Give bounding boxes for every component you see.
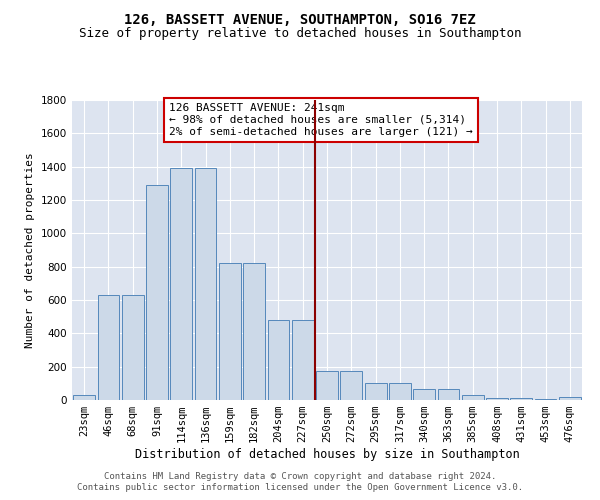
Bar: [413, 389, 435, 400]
X-axis label: Distribution of detached houses by size in Southampton: Distribution of detached houses by size …: [134, 448, 520, 461]
Bar: [292, 320, 314, 400]
Bar: [170, 168, 192, 400]
Bar: [73, 395, 95, 400]
Bar: [511, 398, 532, 400]
Bar: [243, 264, 265, 400]
Bar: [365, 382, 386, 400]
Text: Contains HM Land Registry data © Crown copyright and database right 2024.
Contai: Contains HM Land Registry data © Crown c…: [77, 472, 523, 492]
Bar: [486, 398, 508, 400]
Bar: [389, 382, 411, 400]
Bar: [316, 371, 338, 400]
Text: 126 BASSETT AVENUE: 241sqm
← 98% of detached houses are smaller (5,314)
2% of se: 126 BASSETT AVENUE: 241sqm ← 98% of deta…: [169, 104, 473, 136]
Text: 126, BASSETT AVENUE, SOUTHAMPTON, SO16 7EZ: 126, BASSETT AVENUE, SOUTHAMPTON, SO16 7…: [124, 12, 476, 26]
Bar: [437, 389, 460, 400]
Bar: [535, 399, 556, 400]
Bar: [146, 185, 168, 400]
Text: Size of property relative to detached houses in Southampton: Size of property relative to detached ho…: [79, 28, 521, 40]
Y-axis label: Number of detached properties: Number of detached properties: [25, 152, 35, 348]
Bar: [268, 320, 289, 400]
Bar: [97, 295, 119, 400]
Bar: [219, 264, 241, 400]
Bar: [340, 371, 362, 400]
Bar: [559, 397, 581, 400]
Bar: [122, 295, 143, 400]
Bar: [462, 395, 484, 400]
Bar: [194, 168, 217, 400]
